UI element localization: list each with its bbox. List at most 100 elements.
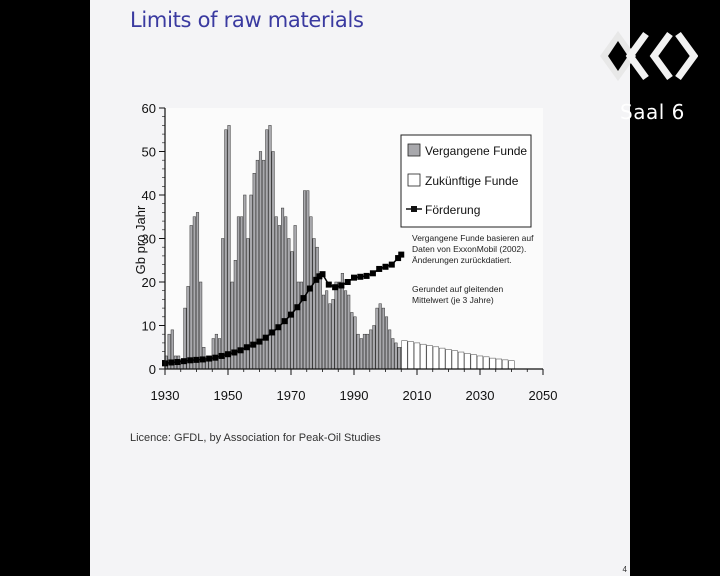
point-foerderung bbox=[243, 344, 250, 351]
y-axis-label: Gb pro Jahr bbox=[133, 205, 148, 274]
point-foerderung bbox=[319, 271, 326, 278]
bar-vergangene-funde bbox=[381, 307, 385, 370]
bar-vergangene-funde bbox=[277, 225, 281, 370]
point-foerderung bbox=[275, 324, 282, 331]
bar-vergangene-funde bbox=[344, 290, 348, 370]
bar-vergangene-funde bbox=[192, 216, 196, 370]
bar-vergangene-funde bbox=[362, 333, 366, 370]
licence-text: Licence: GFDL, by Association for Peak-O… bbox=[130, 432, 381, 444]
bar-zukuenftige-funde bbox=[420, 343, 427, 370]
bar-zukuenftige-funde bbox=[407, 341, 414, 370]
point-foerderung bbox=[357, 273, 364, 280]
y-tick-label: 30 bbox=[142, 232, 156, 247]
bar-zukuenftige-funde bbox=[426, 345, 433, 370]
point-foerderung bbox=[256, 338, 263, 345]
bar-vergangene-funde bbox=[195, 212, 200, 370]
bar-vergangene-funde bbox=[240, 216, 244, 370]
bar-vergangene-funde bbox=[290, 251, 294, 370]
y-tick-label: 40 bbox=[142, 188, 156, 203]
bar-vergangene-funde bbox=[388, 329, 392, 370]
bar-vergangene-funde bbox=[378, 303, 382, 370]
y-tick-label: 50 bbox=[142, 145, 156, 160]
bar-vergangene-funde bbox=[347, 294, 351, 370]
point-foerderung bbox=[363, 272, 370, 279]
point-foerderung bbox=[180, 358, 187, 365]
bar-zukuenftige-funde bbox=[476, 355, 484, 370]
legend-label-production: Förderung bbox=[425, 203, 480, 217]
bar-vergangene-funde bbox=[331, 299, 335, 370]
point-foerderung bbox=[281, 318, 288, 325]
bar-vergangene-funde bbox=[186, 286, 190, 370]
x-tick-label: 2010 bbox=[403, 388, 432, 403]
y-tick-label: 0 bbox=[149, 362, 156, 377]
bar-vergangene-funde bbox=[359, 338, 363, 370]
bar-vergangene-funde bbox=[372, 325, 376, 370]
x-tick-label: 1950 bbox=[214, 388, 243, 403]
bar-zukuenftige-funde bbox=[502, 359, 509, 370]
point-foerderung bbox=[174, 359, 181, 366]
point-foerderung bbox=[344, 279, 351, 285]
point-foerderung bbox=[250, 341, 257, 348]
series-foerderung bbox=[162, 251, 405, 367]
series-zukuenftige-funde bbox=[401, 340, 515, 370]
bar-zukuenftige-funde bbox=[439, 347, 446, 370]
bar-vergangene-funde bbox=[208, 360, 212, 370]
point-foerderung bbox=[294, 304, 301, 311]
legend-label-future: Zukünftige Funde bbox=[425, 174, 519, 188]
bar-vergangene-funde bbox=[325, 290, 329, 370]
bar-zukuenftige-funde bbox=[451, 350, 458, 370]
bar-vergangene-funde bbox=[315, 246, 319, 370]
point-foerderung bbox=[237, 347, 244, 354]
bar-vergangene-funde bbox=[258, 151, 263, 370]
point-foerderung bbox=[351, 274, 357, 281]
bar-zukuenftige-funde bbox=[401, 340, 408, 370]
bar-vergangene-funde bbox=[397, 347, 401, 370]
bar-vergangene-funde bbox=[369, 329, 373, 370]
point-foerderung bbox=[325, 281, 332, 288]
point-foerderung bbox=[300, 295, 307, 302]
bar-vergangene-funde bbox=[252, 173, 256, 370]
x-tick-label: 1990 bbox=[340, 388, 369, 403]
chart-legend: Vergangene Funde Zukünftige Funde Förder… bbox=[400, 134, 532, 228]
point-foerderung bbox=[338, 282, 345, 289]
point-foerderung bbox=[212, 354, 219, 361]
point-foerderung bbox=[269, 329, 276, 336]
bar-zukuenftige-funde bbox=[470, 354, 477, 370]
bar-vergangene-funde bbox=[211, 338, 215, 370]
bar-vergangene-funde bbox=[394, 342, 398, 370]
legend-label-past: Vergangene Funde bbox=[425, 144, 527, 158]
bar-vergangene-funde bbox=[265, 129, 269, 370]
channel-label: Saal 6 bbox=[620, 100, 685, 124]
bar-vergangene-funde bbox=[309, 216, 313, 370]
point-foerderung bbox=[382, 263, 389, 270]
x-tick-label: 1970 bbox=[277, 388, 306, 403]
bar-zukuenftige-funde bbox=[445, 349, 452, 370]
bar-vergangene-funde bbox=[318, 273, 322, 370]
y-tick-label: 20 bbox=[142, 275, 156, 290]
point-foerderung bbox=[369, 270, 376, 277]
x-tick-label: 2050 bbox=[529, 388, 558, 403]
bar-vergangene-funde bbox=[391, 338, 395, 370]
bar-zukuenftige-funde bbox=[495, 358, 502, 370]
bar-vergangene-funde bbox=[356, 333, 360, 370]
bar-vergangene-funde bbox=[230, 281, 234, 370]
line-foerderung bbox=[164, 254, 402, 365]
point-foerderung bbox=[262, 334, 269, 341]
bar-vergangene-funde bbox=[271, 151, 275, 370]
annotation-smoothing: Gerundet auf gleitenden Mittelwert (je 3… bbox=[412, 284, 504, 305]
annotation-data-source: Vergangene Funde basieren auf Daten von … bbox=[412, 233, 534, 265]
bar-zukuenftige-funde bbox=[508, 360, 515, 370]
bar-zukuenftige-funde bbox=[483, 356, 490, 370]
bar-vergangene-funde bbox=[221, 238, 225, 370]
bar-vergangene-funde bbox=[303, 190, 307, 370]
bar-vergangene-funde bbox=[353, 316, 357, 370]
point-foerderung bbox=[388, 261, 395, 268]
bar-vergangene-funde bbox=[274, 216, 278, 370]
point-foerderung bbox=[395, 255, 402, 262]
legend-swatch-past bbox=[407, 143, 421, 157]
point-foerderung bbox=[313, 276, 320, 283]
point-foerderung bbox=[199, 356, 206, 363]
bar-vergangene-funde bbox=[312, 238, 316, 370]
bar-vergangene-funde bbox=[350, 312, 354, 370]
